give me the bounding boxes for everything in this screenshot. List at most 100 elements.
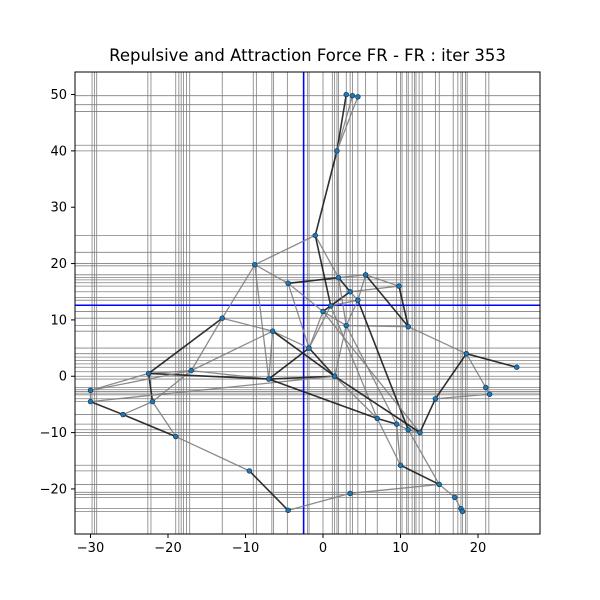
graph-edge — [334, 375, 421, 434]
graph-edge — [90, 369, 192, 391]
graph-edge — [90, 375, 335, 403]
grid-lines — [75, 72, 540, 534]
graph-edge — [221, 264, 256, 319]
graph-node — [417, 429, 423, 436]
y-tick-label: 50 — [50, 88, 67, 103]
graph-edge — [337, 277, 351, 293]
graph-node — [432, 396, 439, 402]
graph-edge — [434, 353, 468, 400]
graph-node — [405, 427, 411, 433]
graph-node — [188, 367, 194, 374]
graph-node — [362, 272, 369, 278]
x-tick-label: −10 — [232, 541, 259, 556]
graph-edge — [314, 235, 332, 306]
graph-node — [87, 398, 94, 405]
graph-edge — [465, 353, 487, 388]
graph-edge — [334, 375, 378, 419]
graph-node — [252, 261, 258, 268]
graph-node — [335, 274, 342, 281]
graph-edge — [122, 413, 177, 438]
graph-edge — [254, 264, 289, 284]
crosshair-lines — [75, 72, 540, 534]
graph-edge — [350, 285, 400, 293]
graph-node — [269, 328, 276, 334]
graph-edge — [376, 418, 402, 466]
graph-edge — [148, 372, 269, 380]
graph-edge — [407, 429, 440, 485]
graph-edge — [272, 330, 336, 377]
graph-node — [320, 308, 326, 315]
graph-node — [149, 398, 156, 405]
graph-node — [285, 280, 291, 286]
graph-edge — [287, 492, 351, 511]
graph-edge — [337, 277, 347, 326]
graph-node — [331, 373, 338, 379]
graph-edge — [330, 291, 351, 307]
graph-edge — [322, 311, 421, 433]
graph-node — [145, 370, 152, 377]
graph-node — [393, 421, 400, 427]
graph-edge — [248, 470, 289, 511]
graph-edge — [407, 326, 467, 355]
graph-edge — [308, 311, 324, 349]
graph-edge — [190, 330, 273, 372]
x-axis-ticks: −30 −20 −10 0 10 20 — [77, 534, 486, 556]
graph-node — [483, 384, 489, 391]
plot-area — [74, 71, 541, 535]
graph-edge — [346, 324, 409, 328]
graph-node — [405, 323, 411, 330]
x-tick-label: 0 — [319, 541, 327, 556]
graph-edge — [148, 317, 223, 375]
graph-edge — [365, 274, 409, 328]
graph-edge — [147, 373, 154, 402]
graph-node — [452, 494, 458, 501]
graph-edge — [333, 325, 347, 377]
graph-edge — [435, 393, 490, 400]
graph-edge — [148, 369, 192, 375]
y-tick-label: −10 — [40, 426, 67, 441]
graph-node — [343, 322, 349, 329]
graph-edge — [338, 274, 366, 279]
graph-edge — [336, 150, 340, 278]
x-tick-label: 10 — [392, 541, 409, 556]
graph-edge — [287, 283, 310, 349]
graph-edge — [336, 96, 359, 152]
graph-node — [285, 507, 291, 514]
graph-edge — [90, 400, 124, 416]
graph-edge — [268, 375, 335, 380]
graph-edge — [288, 276, 339, 285]
graph-edge — [268, 331, 274, 380]
graph-edge — [330, 299, 359, 307]
graph-node — [334, 148, 340, 154]
graph-node — [463, 351, 470, 357]
graph-edge — [190, 317, 223, 371]
graph-edge — [287, 282, 324, 312]
graph-node — [374, 415, 380, 422]
y-tick-label: 20 — [50, 257, 67, 272]
graph-edge — [336, 94, 348, 152]
plot-frame — [74, 71, 541, 535]
graph-node — [347, 289, 353, 295]
graph-edge — [314, 150, 338, 236]
graph-node — [246, 468, 253, 474]
graph-node — [120, 411, 126, 418]
graph-edge — [268, 378, 378, 420]
graph-edge — [345, 325, 398, 425]
y-axis-ticks: −20 −10 0 10 20 30 40 50 — [40, 88, 75, 497]
graph-edge — [365, 274, 400, 287]
graph-edge — [314, 235, 340, 278]
graph-edge — [254, 264, 270, 380]
graph-node — [397, 462, 404, 468]
graph-edges — [89, 94, 517, 512]
graph-node — [343, 91, 349, 98]
graph-edge — [438, 483, 456, 498]
graph-edge — [175, 435, 250, 472]
graph-node — [347, 490, 353, 497]
graph-node — [87, 387, 94, 394]
x-tick-label: 20 — [470, 541, 487, 556]
graph-edge — [272, 330, 310, 349]
x-tick-label: −20 — [154, 541, 181, 556]
graph-nodes — [87, 91, 520, 515]
y-tick-label: 0 — [59, 370, 67, 385]
